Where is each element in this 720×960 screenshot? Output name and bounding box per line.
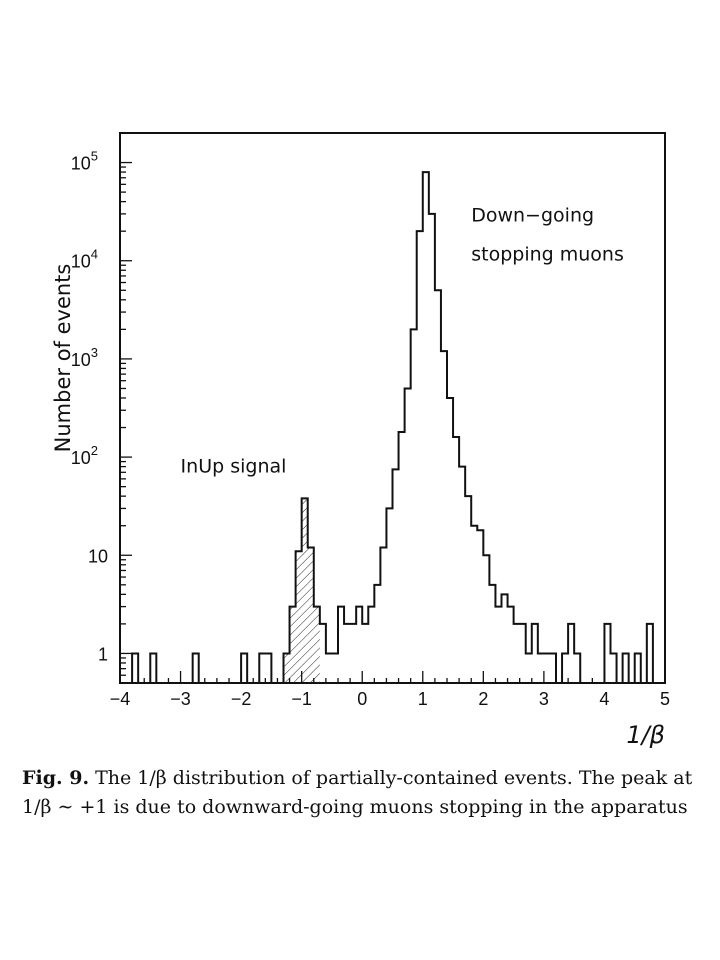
y-tick-label: 105 [71, 149, 98, 174]
x-tick-label: 0 [357, 689, 367, 709]
signal-hatch-bin [307, 547, 314, 683]
x-tick-label: −2 [231, 689, 252, 709]
annotation-label: stopping muons [471, 244, 624, 266]
y-tick-label: 103 [71, 345, 98, 370]
x-axis-title: 1/β [626, 721, 665, 749]
caption-label: Fig. 9. [22, 767, 90, 789]
histogram-chart: −4 −3 −2 −1 0 1 2 3 4 5 1 10 102 103 104 105 InUp sign… [51, 132, 670, 749]
signal-hatch-bin [295, 551, 302, 683]
x-tick-label: −4 [110, 689, 131, 709]
figure-caption: Fig. 9. The 1/β distribution of partiall… [22, 764, 702, 822]
histogram-outline [131, 171, 654, 683]
x-tick-label: 2 [478, 689, 488, 709]
x-tick-label: −1 [291, 689, 312, 709]
plot-frame [119, 132, 666, 684]
y-tick-label: 104 [71, 247, 98, 272]
y-axis-title: Number of events [51, 264, 75, 453]
x-tick-label: 3 [539, 689, 549, 709]
x-tick-label: −3 [170, 689, 191, 709]
figure: −4 −3 −2 −1 0 1 2 3 4 5 1 10 102 103 104 105 InUp sign… [51, 132, 670, 749]
x-tick-label: 1 [418, 689, 428, 709]
y-tick-label: 102 [71, 443, 98, 468]
y-tick-label: 10 [88, 546, 108, 566]
signal-hatch-bin [301, 498, 308, 683]
y-tick-label: 1 [98, 644, 108, 664]
caption-text: The 1/β distribution of partially-contai… [22, 767, 693, 818]
signal-hatch-bin [289, 606, 296, 683]
signal-hatch-bin [283, 653, 290, 683]
annotation-label: Down−going [471, 205, 594, 227]
x-tick-label: 4 [599, 689, 609, 709]
annotation-label: InUp signal [181, 455, 287, 477]
x-tick-label: 5 [660, 689, 670, 709]
signal-hatch-bin [313, 606, 320, 683]
